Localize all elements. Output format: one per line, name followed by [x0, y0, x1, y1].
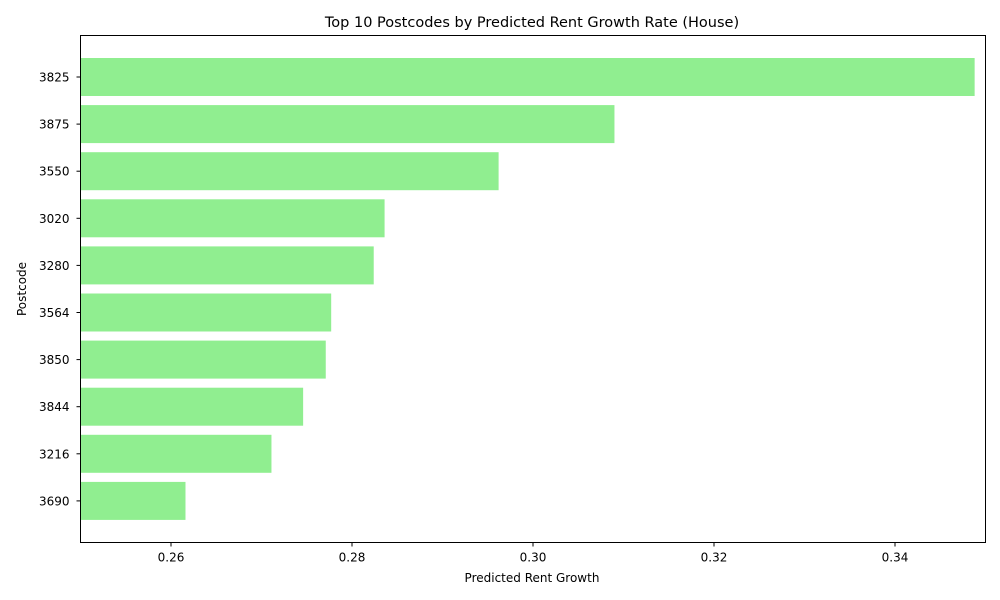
x-tick-label: 0.30 — [520, 551, 547, 565]
x-tick-label: 0.32 — [701, 551, 728, 565]
x-tick-label: 0.34 — [882, 551, 909, 565]
y-tick-label: 3550 — [39, 165, 70, 179]
x-tick-label: 0.26 — [158, 551, 185, 565]
bar-3825 — [80, 58, 975, 96]
y-tick-label: 3825 — [39, 71, 70, 85]
y-tick-label: 3280 — [39, 259, 70, 273]
chart-title: Top 10 Postcodes by Predicted Rent Growt… — [324, 15, 739, 31]
x-ticks-group: 0.26 0.28 0.30 0.32 0.34 — [158, 542, 909, 565]
y-tick-label: 3690 — [39, 494, 70, 508]
y-tick-label: 3216 — [39, 447, 70, 461]
y-tick-label: 3875 — [39, 118, 70, 132]
bar-3020 — [80, 199, 385, 238]
bar-3844 — [80, 387, 304, 426]
y-axis-label: Postcode — [15, 262, 29, 316]
y-tick-label: 3564 — [39, 306, 70, 320]
y-tick-label: 3844 — [39, 400, 70, 414]
bar-3690 — [80, 481, 186, 520]
bar-3216 — [80, 434, 272, 473]
bar-3280 — [80, 246, 374, 285]
bar-3850 — [80, 340, 326, 379]
plot-frame — [80, 35, 986, 543]
y-tick-label: 3020 — [39, 212, 70, 226]
bars-group — [80, 58, 975, 520]
y-tick-label: 3850 — [39, 353, 70, 367]
x-tick-label: 0.28 — [339, 551, 366, 565]
y-ticks-group: 3825 3875 3550 3020 3280 3564 3850 3844 3216 3690 — [39, 71, 81, 508]
bar-3550 — [80, 152, 499, 191]
x-axis-label: Predicted Rent Growth — [465, 571, 600, 585]
bar-3564 — [80, 293, 332, 332]
bar-3875 — [80, 105, 615, 144]
